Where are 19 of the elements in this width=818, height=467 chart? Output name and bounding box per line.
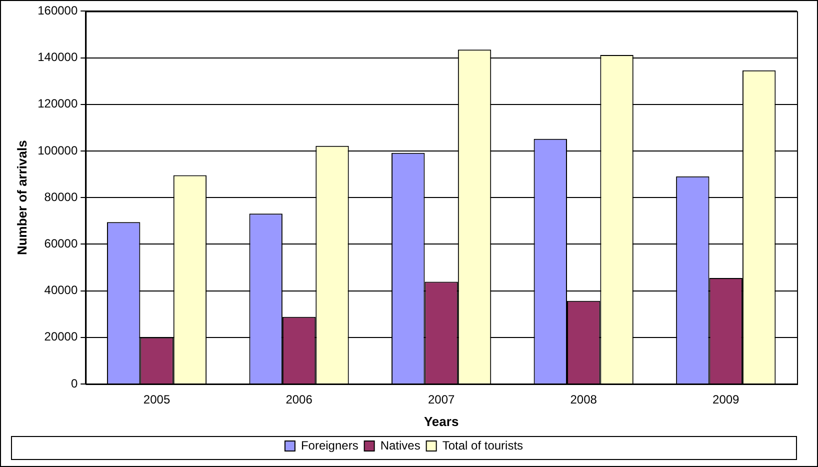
y-tick-label: 80000 (44, 190, 78, 204)
y-axis-title: Number of arrivals (14, 140, 30, 256)
y-tick-label: 0 (70, 376, 78, 390)
y-tick-label: 60000 (44, 236, 78, 251)
x-tick-label: 2005 (143, 392, 170, 407)
x-axis-title: Years (424, 414, 459, 429)
x-tick-label: 2008 (570, 392, 598, 407)
y-tick-label: 40000 (44, 283, 78, 298)
legend-label: Natives (380, 438, 420, 452)
x-tick-label: 2006 (286, 392, 313, 407)
y-tick-label: 20000 (44, 330, 78, 344)
x-tick-label: 2009 (712, 392, 740, 407)
legend-label: Total of tourists (442, 438, 524, 452)
y-tick-label: 140000 (38, 50, 78, 64)
y-tick-label: 160000 (38, 4, 78, 18)
y-tick-label: 120000 (38, 96, 78, 111)
legend-label: Foreigners (300, 438, 358, 452)
y-tick-label: 100000 (38, 143, 78, 158)
x-tick-label: 2007 (428, 392, 455, 407)
